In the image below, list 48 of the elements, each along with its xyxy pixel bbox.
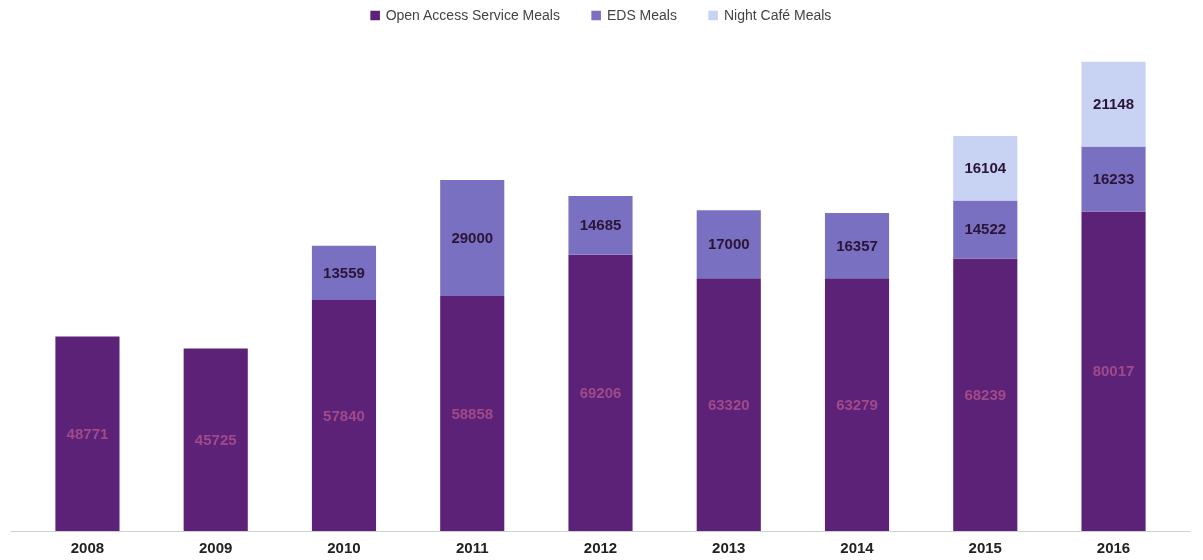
bar: [311, 245, 377, 301]
bar: [1081, 211, 1146, 532]
bar: [440, 180, 505, 297]
bar: [311, 300, 377, 532]
bar: [696, 210, 761, 279]
x-tick-label: 2015: [968, 538, 1002, 556]
bar: [824, 212, 890, 279]
data-label: 21148: [1093, 95, 1134, 113]
data-label: 45725: [194, 431, 237, 449]
legend-label: Night Café Meals: [723, 7, 832, 23]
data-label: 57840: [323, 406, 365, 424]
data-label: 14685: [579, 216, 622, 234]
bar: [568, 254, 633, 532]
data-label: 58858: [451, 404, 494, 422]
data-label: 29000: [451, 229, 494, 247]
bar: [55, 336, 120, 532]
bar: [953, 136, 1018, 201]
data-label: 17000: [707, 235, 750, 253]
x-tick-label: 2016: [1096, 538, 1131, 556]
bar: [440, 296, 505, 532]
bar: [824, 278, 890, 532]
data-label: 63279: [836, 395, 878, 413]
data-label: 48771: [66, 424, 109, 442]
bar: [183, 348, 248, 532]
legend-label: Open Access Service Meals: [385, 7, 560, 23]
data-label: 16357: [836, 236, 878, 254]
bar: [568, 195, 633, 255]
data-label: 13559: [323, 263, 365, 281]
data-label: 16104: [964, 159, 1007, 177]
x-tick-label: 2011: [455, 538, 489, 556]
data-label: 80017: [1092, 362, 1135, 380]
x-tick-label: 2014: [840, 538, 875, 556]
data-label: 63320: [707, 395, 750, 413]
legend-label: EDS Meals: [606, 7, 677, 23]
x-tick-label: 2010: [327, 538, 361, 556]
bar: [1081, 61, 1146, 147]
bar: [696, 278, 761, 532]
x-tick-label: 2013: [712, 538, 746, 556]
bar: [953, 200, 1018, 259]
data-label: 69206: [579, 384, 622, 402]
data-label: 14522: [964, 220, 1007, 238]
x-tick-label: 2009: [199, 538, 233, 556]
bar: [953, 258, 1018, 532]
data-label: 16233: [1092, 169, 1135, 187]
data-label: 68239: [964, 386, 1007, 404]
x-tick-label: 2012: [583, 538, 618, 556]
x-tick-label: 2008: [70, 538, 105, 556]
bar: [1081, 146, 1146, 212]
